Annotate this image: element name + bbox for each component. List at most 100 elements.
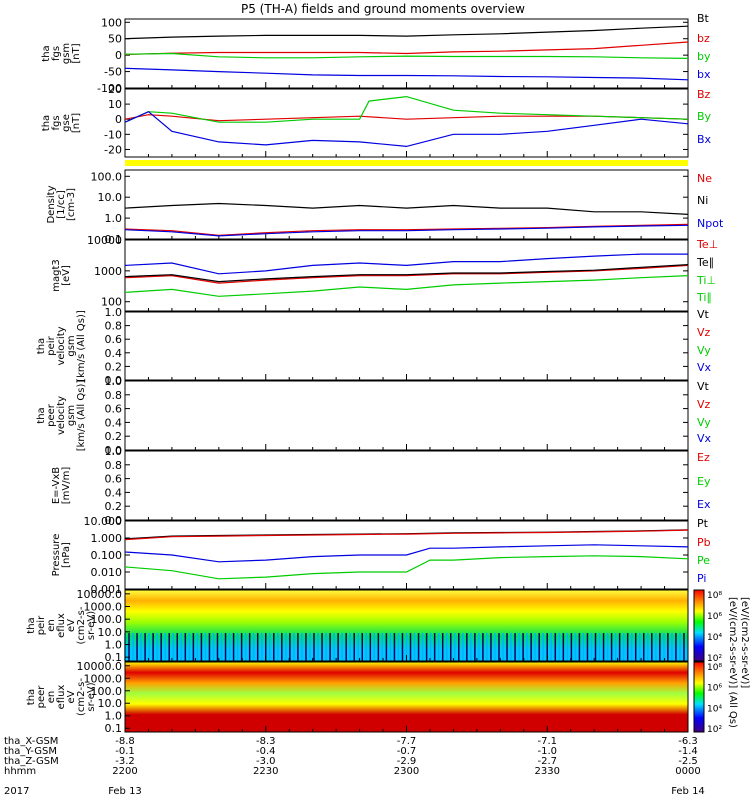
- panel-E_VxB: 0.00.20.40.60.81.0E=-VxB [mV/m]: [51, 445, 689, 527]
- y-tick-label: 0.1: [105, 651, 123, 664]
- y-axis-label: gsm: [61, 43, 72, 64]
- panel-frame: [124, 169, 689, 240]
- panel-Temperature: 100 1000 10000 magt3 [eV]: [51, 234, 689, 312]
- y-tick-label: 0.0: [105, 514, 123, 527]
- legend-label: Te∥: [696, 256, 714, 269]
- x-tick-label: 2300: [394, 766, 419, 777]
- y-axis-label: sr-eV): [86, 682, 97, 711]
- colorbar-tick-label: 10²: [707, 725, 722, 735]
- panel-Density: 0.1 1.0 10.0 100.0 Density [1/cc] [cm-3]: [46, 169, 689, 246]
- y-tick-label: 0.2: [105, 360, 123, 373]
- y-tick-label: 20: [108, 83, 122, 96]
- panel-frame: [124, 380, 689, 451]
- x-tick-label: -8.3: [256, 736, 276, 747]
- x-tick-label: -0.7: [397, 746, 417, 757]
- y-axis-label: [nT]: [71, 113, 82, 133]
- y-axis-label: tha: [36, 407, 47, 423]
- y-tick-label: 0.4: [105, 347, 123, 360]
- series-line-bx: [124, 67, 689, 81]
- panel-Pressure: 0.001 0.010 0.100 1.000 10.000 Pressure [nPa]: [51, 515, 689, 596]
- y-tick-label: 0.8: [105, 389, 123, 402]
- y-tick-label: -20: [104, 143, 122, 156]
- y-axis-label: (cm2-s-: [76, 606, 87, 644]
- y-axis-label: gse: [61, 114, 72, 132]
- series-line-Te⊥: [124, 264, 689, 284]
- y-tick-label: 0.001: [91, 583, 123, 596]
- y-axis-label: eV: [66, 690, 77, 703]
- y-tick-label: 1.0: [105, 212, 123, 225]
- legend-label: Ez: [697, 451, 710, 464]
- legend-label: Vy: [697, 416, 711, 429]
- series-line-Pe: [124, 555, 689, 580]
- y-axis-label: [km/s (All Qs)]: [76, 310, 87, 382]
- y-axis-label: peir: [46, 335, 57, 355]
- y-axis-label: [km/s (All Qs)]: [76, 380, 87, 452]
- x-tick-label: -8.8: [115, 736, 135, 747]
- y-tick-label: 0: [115, 113, 122, 126]
- legend-label: Npot: [697, 217, 724, 230]
- colorbar-title: [eV/(cm2-s-sr-eV)] (All Qs): [727, 597, 738, 728]
- y-axis-label: [1/cc]: [56, 190, 67, 219]
- y-tick-label: 0.2: [105, 500, 123, 513]
- colorbar-title: [eV/(cm2-s-sr-eV)]: [739, 597, 750, 688]
- y-axis-label: tha: [26, 689, 37, 705]
- y-tick-label: 1.0: [105, 445, 123, 458]
- y-axis-label: [nPa]: [61, 542, 72, 568]
- series-line-Pi: [124, 544, 689, 563]
- y-tick-label: 0.8: [105, 320, 123, 333]
- series-line-Ti∥: [124, 275, 689, 297]
- colorbar: 10² 10⁴ 10⁶ 10⁸: [693, 589, 722, 664]
- y-axis-label: eflux: [56, 613, 67, 638]
- y-axis-label: sr-eV): [86, 611, 97, 640]
- x-tick-label: -1.0: [537, 746, 557, 757]
- spectrogram-image: [125, 662, 688, 732]
- x-tick-label: 2230: [253, 766, 278, 777]
- series-line-Ni: [124, 202, 689, 215]
- series-line-by: [124, 52, 689, 59]
- legend-label: Ti⊥: [696, 274, 716, 287]
- y-tick-label: 10000.0: [77, 588, 123, 601]
- y-tick-label: 0.1: [105, 233, 123, 246]
- legend-label: Pe: [697, 554, 710, 567]
- legend-label: bx: [697, 68, 711, 81]
- y-tick-label: 10000: [87, 234, 122, 247]
- y-tick-label: 0: [115, 49, 122, 62]
- y-tick-label: 100: [101, 296, 122, 309]
- y-tick-label: 0.010: [91, 566, 123, 579]
- y-tick-label: 1.0: [105, 639, 123, 652]
- y-axis-label: gsm: [66, 335, 77, 356]
- y-tick-label: 10.0: [98, 697, 123, 710]
- colorbar-tick-label: 10⁴: [707, 704, 722, 714]
- date-label: Feb 13: [108, 786, 142, 797]
- legend-label: Vz: [697, 326, 711, 339]
- y-axis-label: gsm: [66, 405, 77, 426]
- y-axis-label: velocity: [56, 326, 67, 365]
- series-line-Ti⊥: [124, 253, 688, 275]
- x-tick-label: 2200: [112, 766, 137, 777]
- x-tick-label: -2.9: [397, 756, 417, 767]
- y-tick-label: 0.6: [105, 473, 123, 486]
- colorbar-tick-label: 10⁶: [707, 612, 722, 622]
- y-axis-label: peir: [36, 615, 47, 635]
- y-tick-label: 0.0: [105, 374, 123, 387]
- legend-label: Vt: [697, 380, 710, 393]
- y-axis-label: [nT]: [71, 43, 82, 63]
- legend-label: Ni: [697, 194, 708, 207]
- y-tick-label: -50: [104, 66, 122, 79]
- y-tick-label: 0.1: [105, 722, 123, 735]
- y-tick-label: 0.2: [105, 430, 123, 443]
- y-axis-label: tha: [41, 115, 52, 131]
- x-tick-label: -7.1: [537, 736, 557, 747]
- legend-label: Pb: [697, 536, 711, 549]
- legend-label: Ne: [697, 172, 712, 185]
- x-axis-row-label: tha_Z-GSM: [4, 756, 59, 767]
- colorbar-tick-label: 10²: [707, 654, 722, 664]
- series-line-bz: [124, 41, 689, 56]
- x-tick-label: -7.7: [397, 736, 417, 747]
- x-tick-label: 2330: [535, 766, 560, 777]
- y-tick-label: 0.0: [105, 444, 123, 457]
